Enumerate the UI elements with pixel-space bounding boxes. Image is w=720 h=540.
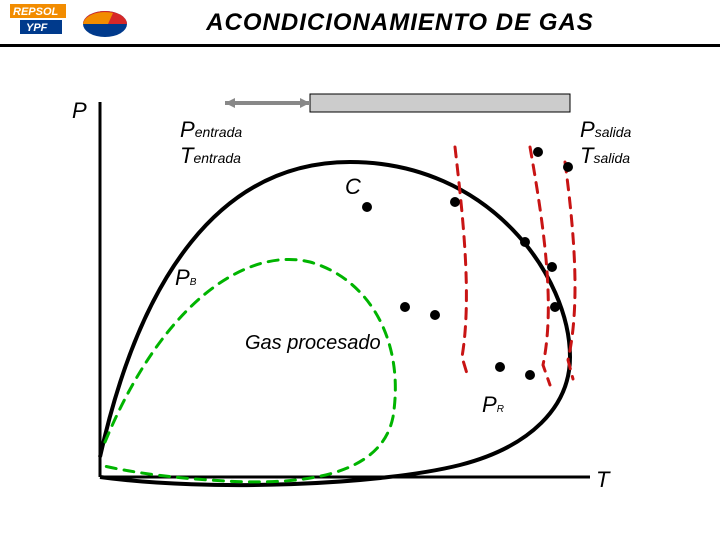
page-title: ACONDICIONAMIENTO DE GAS bbox=[130, 9, 710, 37]
label-entrada: PentradaTentrada bbox=[180, 117, 242, 169]
label-gas: Gas procesado bbox=[245, 332, 381, 355]
label-pb: PB bbox=[175, 265, 196, 291]
x-axis-label: T bbox=[596, 467, 609, 493]
y-axis-label: P bbox=[72, 98, 87, 124]
label-pr: PR bbox=[482, 392, 504, 418]
label-c: C bbox=[345, 174, 361, 200]
label-salida: PsalidaTsalida bbox=[580, 117, 631, 169]
header: REPSOL YPF ACONDICIONAMIENTO DE GAS bbox=[0, 0, 720, 47]
svg-text:YPF: YPF bbox=[26, 22, 48, 34]
svg-text:REPSOL: REPSOL bbox=[13, 6, 59, 18]
phase-diagram: P T PentradaTentrada PsalidaTsalida C PB… bbox=[0, 47, 720, 537]
repsol-ypf-logo: REPSOL YPF bbox=[10, 4, 130, 42]
